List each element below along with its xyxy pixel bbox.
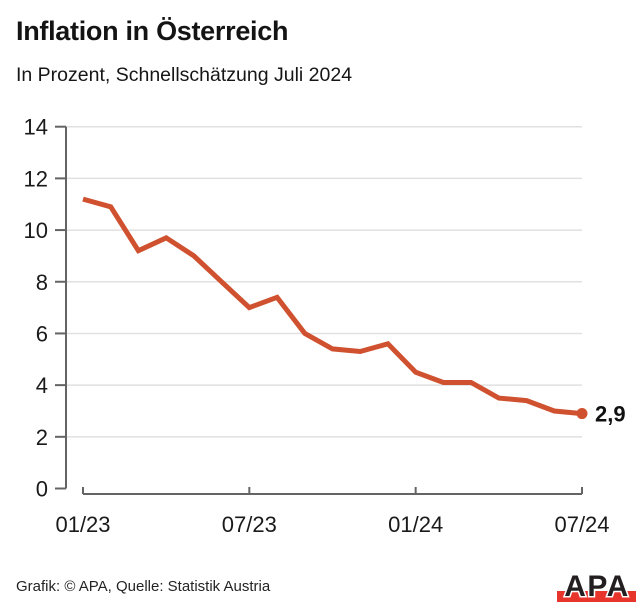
end-value-label: 2,9: [595, 402, 626, 427]
x-tick-label: 01/23: [55, 512, 110, 537]
y-tick-label: 0: [36, 477, 48, 502]
y-tick-label: 8: [36, 270, 48, 295]
chart-subtitle: In Prozent, Schnellschätzung Juli 2024: [16, 64, 353, 86]
chart-title: Inflation in Österreich: [16, 16, 289, 46]
source-credit: Grafik: © APA, Quelle: Statistik Austria: [16, 578, 271, 595]
apa-logo-red-bar: [557, 591, 636, 602]
inflation-line: [82, 196, 583, 417]
x-tick-label: 01/24: [388, 512, 443, 537]
end-point-dot: [576, 408, 588, 420]
apa-logo-text: APA: [564, 570, 630, 603]
apa-logo: APA: [557, 569, 636, 605]
y-tick-label: 14: [24, 115, 48, 140]
y-tick-label: 12: [24, 166, 48, 191]
y-tick-label: 6: [36, 321, 48, 346]
x-tick-label: 07/23: [222, 512, 277, 537]
y-tick-label: 2: [36, 425, 48, 450]
y-tick-label: 4: [36, 373, 48, 398]
x-tick-label: 07/24: [554, 512, 609, 537]
y-tick-label: 10: [24, 218, 48, 243]
